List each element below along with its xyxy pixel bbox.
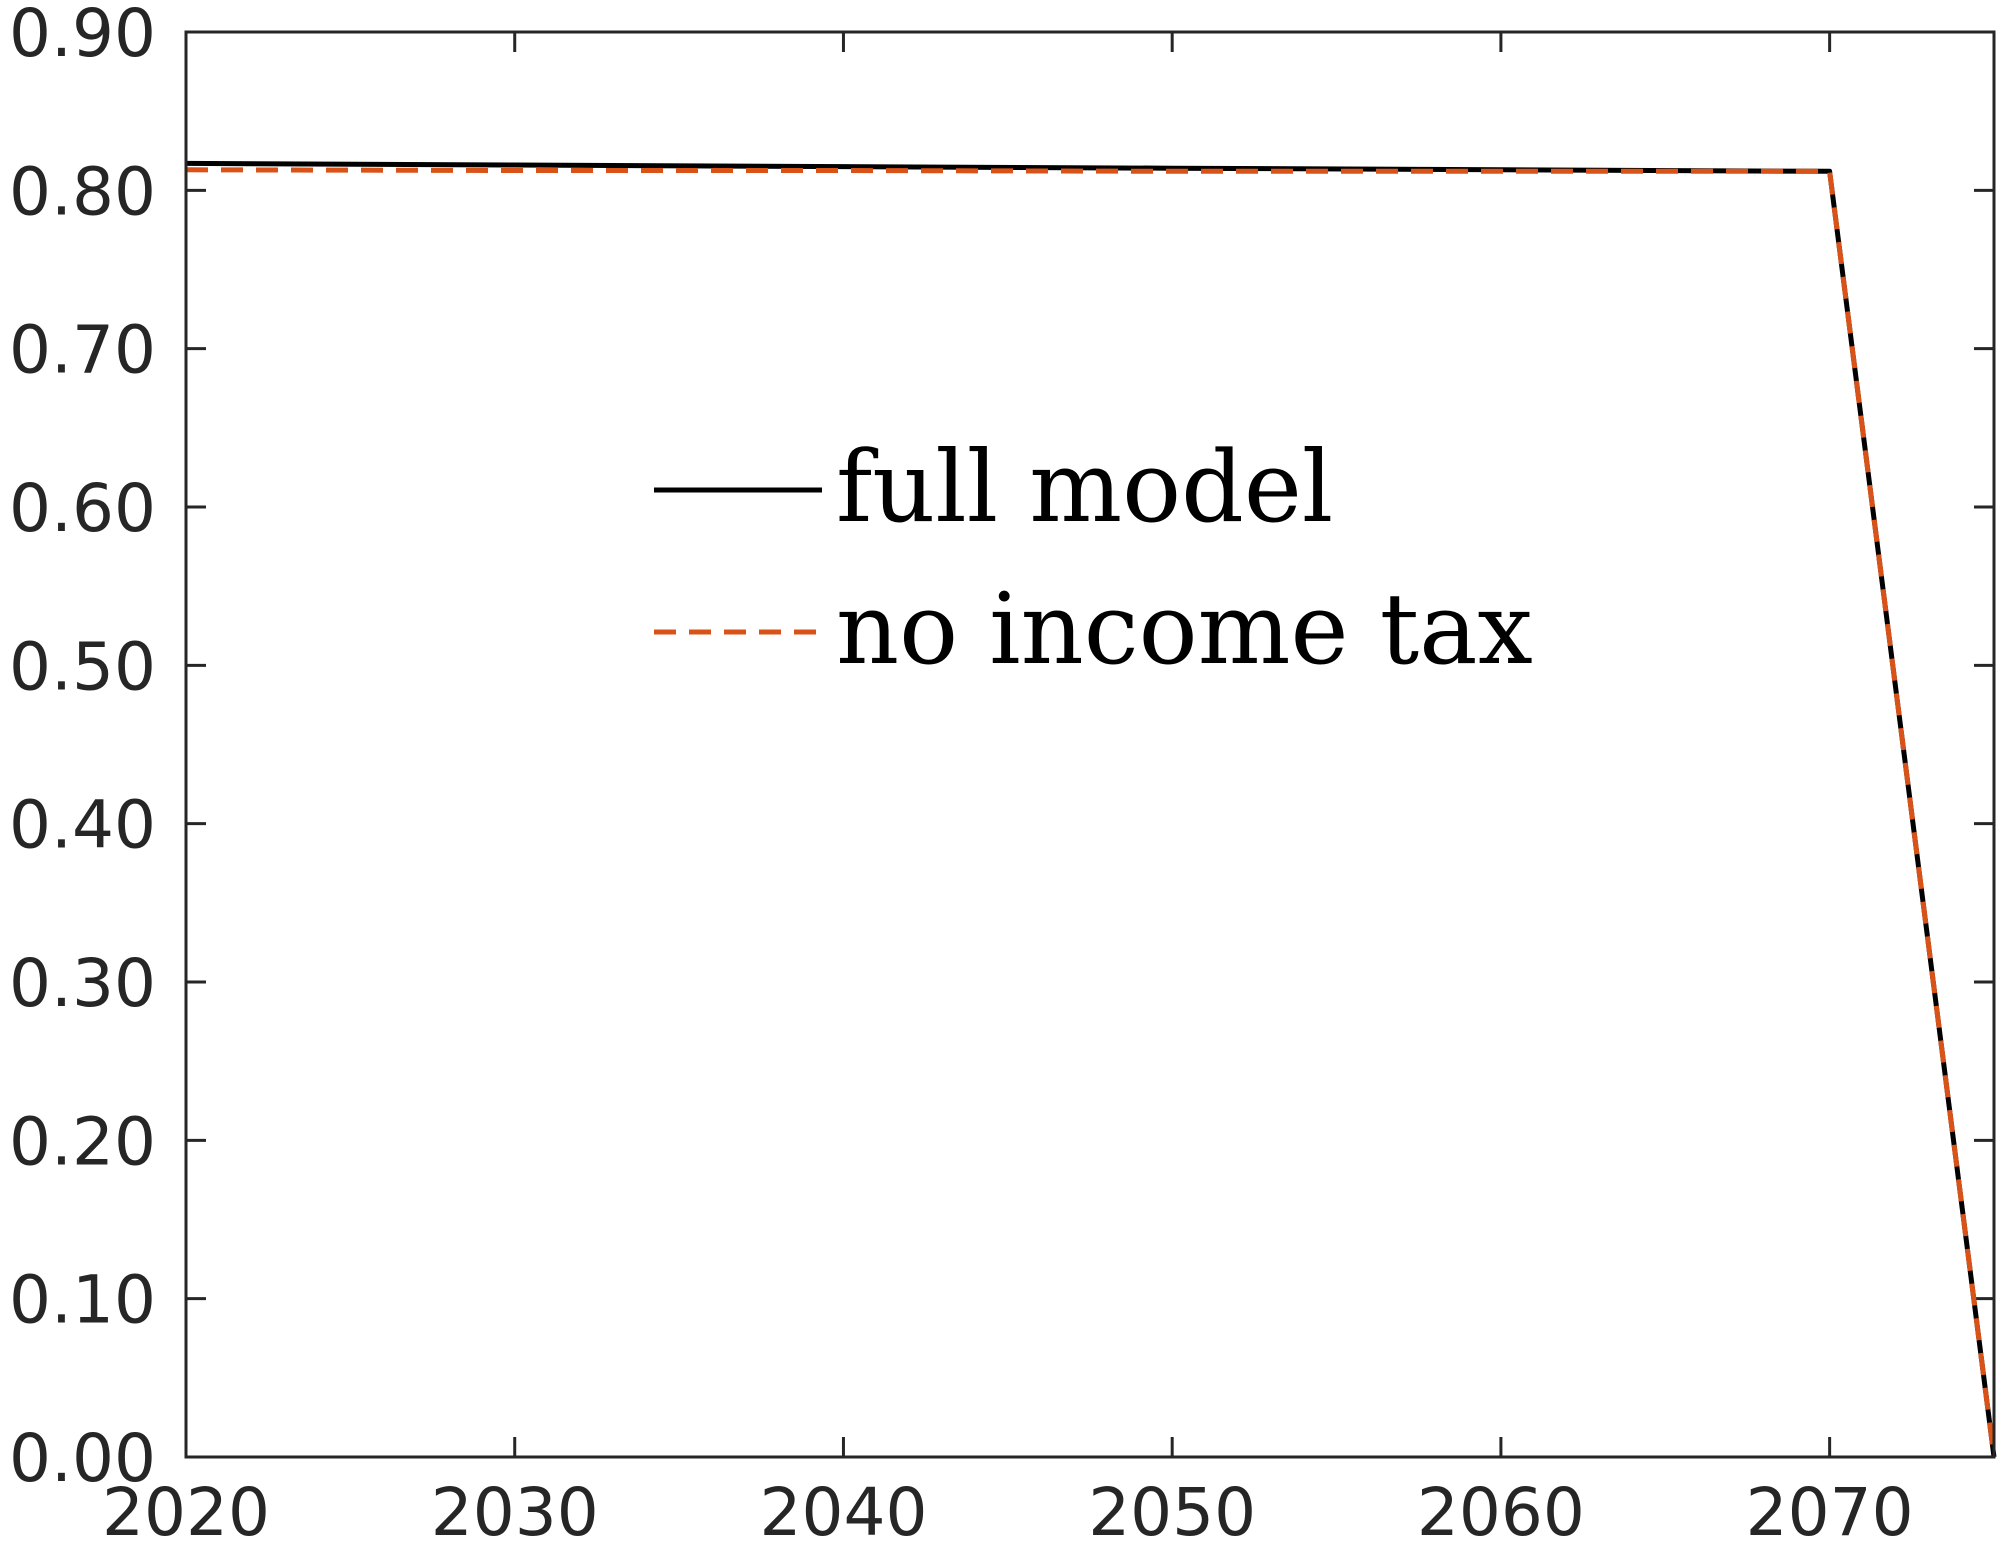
y-tick-label: 0.80 xyxy=(9,153,156,230)
y-tick-label: 0.40 xyxy=(9,787,156,864)
x-tick-label: 2030 xyxy=(431,1474,599,1551)
series-layer xyxy=(185,160,1997,1458)
x-tick-label: 2060 xyxy=(1417,1474,1585,1551)
plot-area-frame xyxy=(184,30,1996,1459)
series-line-full-model xyxy=(185,160,1997,1458)
legend: full model no income tax xyxy=(654,431,1533,687)
y-tick-label: 0.70 xyxy=(9,312,156,389)
x-tick-label: 2050 xyxy=(1088,1474,1256,1551)
x-tick-label: 2070 xyxy=(1746,1474,1914,1551)
x-axis-ticks: 2020 2030 2040 2050 2060 2070 xyxy=(102,32,1914,1551)
y-tick-label: 0.20 xyxy=(9,1103,156,1180)
series-line-no-income-tax xyxy=(185,167,1997,1458)
y-tick-label: 0.60 xyxy=(9,470,156,547)
y-tick-label: 0.10 xyxy=(9,1262,156,1339)
y-axis-ticks: 0.00 0.10 0.20 0.30 0.40 0.50 0.60 0.70 0.80 0.90 xyxy=(9,0,1994,1497)
y-tick-label: 0.50 xyxy=(9,628,156,705)
legend-label: no income tax xyxy=(836,573,1533,687)
y-tick-label: 0.00 xyxy=(9,1420,156,1497)
x-tick-label: 2020 xyxy=(102,1474,270,1551)
y-tick-label: 0.90 xyxy=(9,0,156,72)
legend-label: full model xyxy=(836,431,1333,545)
y-tick-label: 0.30 xyxy=(9,945,156,1022)
x-tick-label: 2040 xyxy=(759,1474,927,1551)
